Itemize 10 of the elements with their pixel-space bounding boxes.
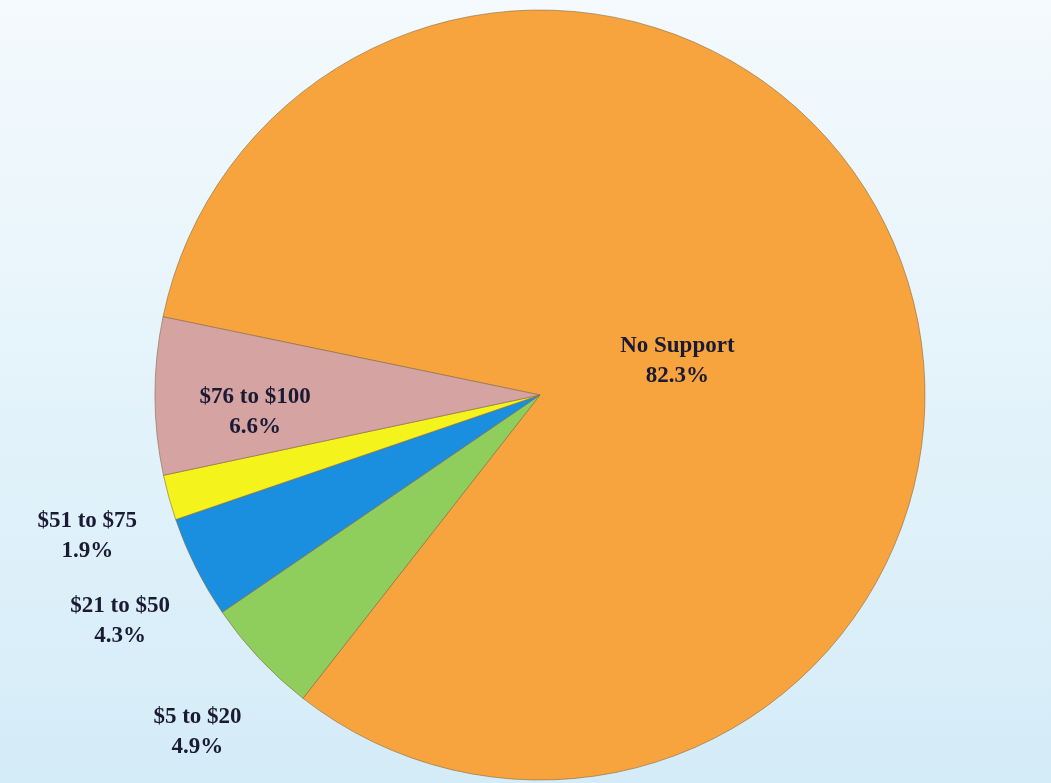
slice-label: $51 to $75 xyxy=(37,507,138,533)
slice-label: $76 to $100 xyxy=(199,382,311,408)
data-label: 6.6% xyxy=(229,412,281,438)
data-label: 4.9% xyxy=(171,733,224,759)
data-label: 4.3% xyxy=(94,622,146,648)
slice-label: $21 to $50 xyxy=(70,592,170,618)
slice-label: $5 to $20 xyxy=(153,703,242,729)
data-label: 1.9% xyxy=(61,537,114,563)
data-label: 82.3% xyxy=(645,361,709,387)
slice-label: No Support xyxy=(620,331,735,357)
